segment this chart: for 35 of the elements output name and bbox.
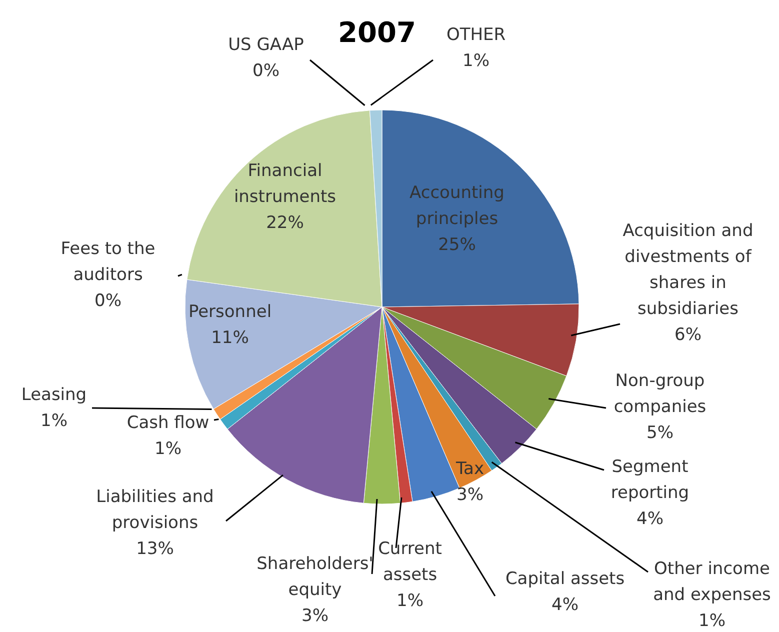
category-label: US GAAP bbox=[228, 35, 304, 55]
slice-label: Accounting principles bbox=[410, 183, 504, 229]
data-label: 1% bbox=[40, 411, 68, 431]
slice-label: Segment reporting bbox=[610, 457, 690, 503]
data-label: 1% bbox=[396, 591, 424, 611]
slice-label: Leasing bbox=[21, 385, 87, 405]
data-label: 1% bbox=[154, 439, 182, 459]
slice-label: OTHER bbox=[446, 25, 506, 45]
text: 0% bbox=[94, 291, 122, 311]
data-label: 6% bbox=[674, 325, 702, 345]
data-label: 3% bbox=[456, 485, 484, 505]
slice-label: Acquisition and divestments of shares in subsidiaries bbox=[622, 221, 754, 319]
data-label: 1% bbox=[698, 611, 726, 631]
data-label: 4% bbox=[636, 509, 664, 529]
data-label: 4% bbox=[552, 595, 578, 615]
slice-label: Personnel bbox=[188, 302, 272, 322]
slice-label: Capital assets bbox=[505, 569, 625, 589]
data-label: 22% bbox=[266, 213, 304, 233]
slice-label: Financial instruments bbox=[234, 161, 336, 207]
data-label: 5% bbox=[646, 423, 674, 443]
chart-title: 2007 bbox=[338, 16, 416, 49]
text: 0% bbox=[252, 61, 280, 81]
data-label: 11% bbox=[211, 328, 249, 348]
data-label: 1% bbox=[462, 51, 490, 71]
category-label: Fees to the auditors bbox=[60, 239, 156, 285]
slice-label: Shareholders' equity bbox=[256, 554, 374, 600]
slice-label: Current assets bbox=[378, 539, 442, 585]
data-label: 13% bbox=[136, 539, 174, 559]
slice-label: Liabilities and provisions bbox=[96, 487, 214, 533]
slice-label: Tax bbox=[454, 459, 484, 479]
data-label: 25% bbox=[438, 235, 476, 255]
data-label: 3% bbox=[302, 606, 328, 626]
slice-label: Other income and expenses bbox=[653, 559, 772, 605]
slice-label: Cash flow bbox=[126, 413, 210, 433]
slice-label: Non-group companies bbox=[614, 371, 706, 417]
